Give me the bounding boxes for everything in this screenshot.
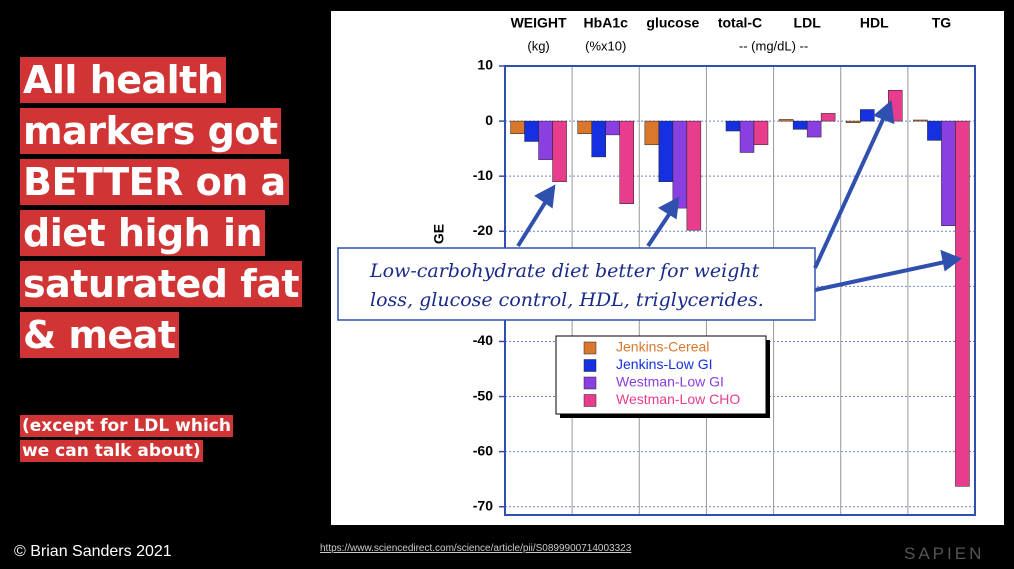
bar: [577, 120, 592, 135]
bar: [524, 120, 539, 142]
y-tick-label: -20: [473, 222, 493, 238]
bar: [860, 109, 875, 122]
y-axis-label: GE: [431, 224, 447, 244]
bar: [619, 120, 634, 204]
bar: [806, 120, 822, 138]
headline-line: All health: [20, 57, 227, 103]
bar: [739, 120, 755, 153]
annotation-line: Low-carbohydrate diet better for weight: [369, 260, 760, 282]
headline-line: saturated fat: [20, 261, 303, 307]
bar: [846, 120, 861, 123]
bar: [941, 120, 956, 227]
unit-label: -- (mg/dL) --: [739, 38, 808, 53]
bar: [792, 120, 808, 130]
headline-line: & meat: [20, 312, 179, 358]
x-category-label: LDL: [794, 15, 822, 31]
headline-line: markers got: [20, 108, 281, 154]
subnote-line: (except for LDL which: [20, 415, 233, 437]
bar: [820, 113, 836, 122]
legend-swatch: [583, 359, 597, 372]
bar: [672, 120, 688, 209]
headline-line: BETTER on a: [20, 159, 289, 205]
y-tick-label: 10: [477, 57, 493, 73]
y-tick-label: 0: [485, 112, 493, 128]
legend-label: Jenkins-Low GI: [616, 356, 712, 372]
logo: SAPIEN: [904, 544, 985, 563]
annotation-box: [337, 247, 816, 321]
bar: [778, 119, 794, 122]
bar: [686, 120, 702, 231]
x-category-label: total-C: [718, 15, 762, 31]
bar: [753, 120, 769, 146]
bar: [913, 119, 928, 122]
headline-line: diet high in: [20, 210, 266, 256]
legend-swatch: [583, 394, 597, 407]
bar: [644, 120, 660, 146]
annotation-line: loss, glucose control, HDL, triglyceride…: [370, 289, 764, 311]
x-category-label: glucose: [646, 15, 699, 31]
x-category-label: HDL: [860, 15, 889, 31]
bar: [591, 120, 606, 158]
legend-label: Westman-Low GI: [616, 374, 724, 390]
footer-url[interactable]: https://www.sciencedirect.com/science/ar…: [320, 543, 632, 554]
x-category-label: WEIGHT: [511, 15, 567, 31]
y-tick-label: -60: [473, 442, 493, 458]
bar: [538, 120, 553, 160]
x-category-label: HbA1c: [584, 15, 629, 31]
arrows: [516, 100, 963, 292]
legend-swatch: [583, 341, 597, 355]
y-tick-label: -70: [473, 497, 493, 513]
bar: [605, 120, 620, 136]
y-tick-label: -10: [473, 167, 493, 183]
bar: [927, 120, 942, 141]
x-category-label: TG: [932, 15, 952, 31]
legend-label: Jenkins-Cereal: [616, 339, 709, 355]
bar: [725, 120, 741, 132]
y-tick-label: -50: [473, 387, 493, 403]
footer-credit: © Brian Sanders 2021: [14, 543, 172, 560]
bar: [552, 120, 567, 182]
unit-label: (%x10): [585, 38, 626, 53]
subnote-line: we can talk about): [20, 440, 203, 462]
bar: [658, 120, 674, 182]
legend-label: Westman-Low CHO: [616, 391, 740, 407]
bar: [510, 120, 525, 135]
bar: [955, 120, 970, 487]
unit-label: (kg): [527, 38, 549, 53]
y-tick-label: -40: [473, 332, 493, 348]
legend-swatch: [583, 376, 597, 390]
